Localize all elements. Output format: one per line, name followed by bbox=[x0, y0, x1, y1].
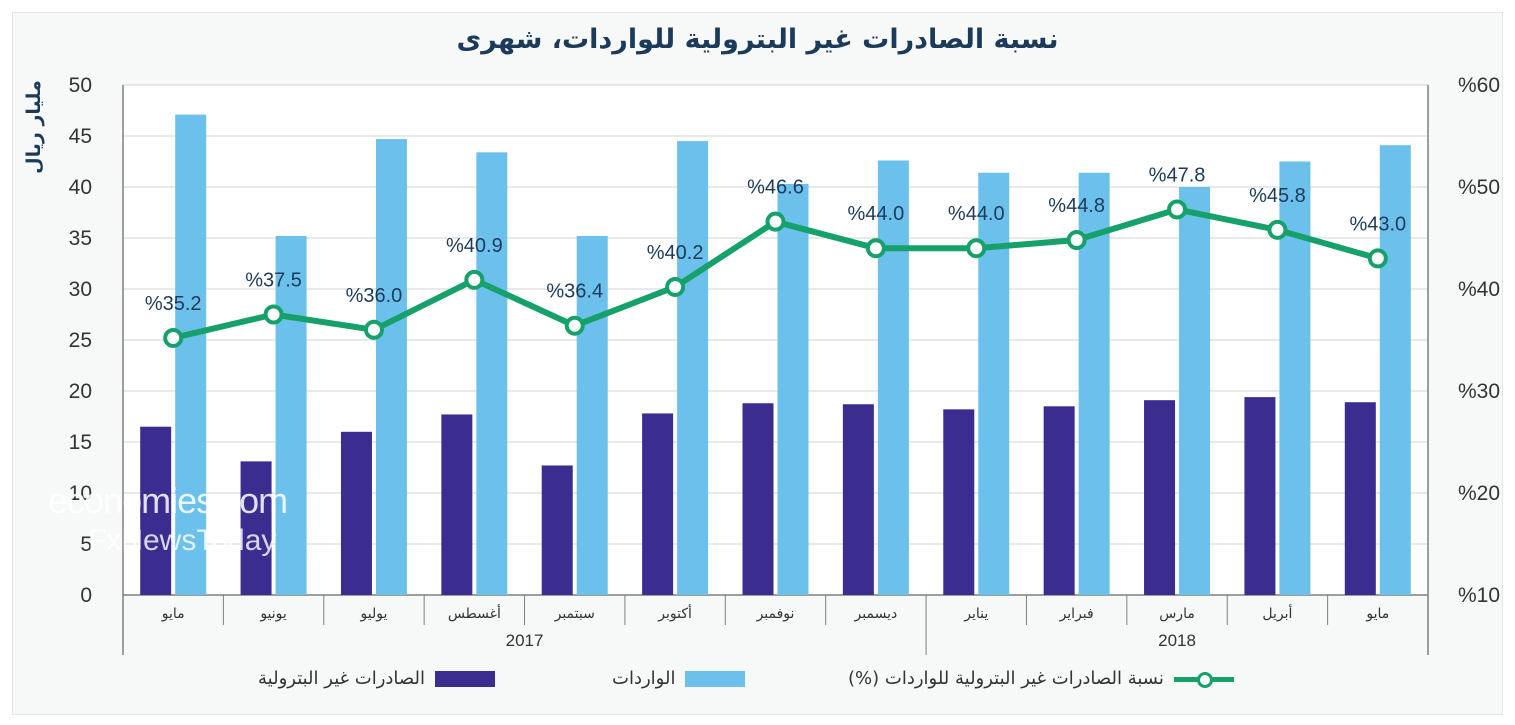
point-ratio bbox=[1066, 230, 1087, 251]
x-category-label: أغسطس bbox=[448, 604, 501, 622]
x-category-label: أكتوبر bbox=[657, 604, 692, 622]
point-ratio bbox=[564, 315, 585, 336]
legend-item-ratio: نسبة الصادرات غير البترولية للواردات (%) bbox=[848, 668, 1234, 689]
bar-imports bbox=[1179, 187, 1211, 595]
bar-non-oil-exports bbox=[140, 426, 172, 595]
bar-imports bbox=[777, 183, 809, 595]
legend-label-ratio: نسبة الصادرات غير البترولية للواردات (%) bbox=[848, 668, 1164, 689]
bar-non-oil-exports bbox=[1144, 400, 1176, 595]
legend-label-imports: الواردات bbox=[612, 668, 676, 689]
x-year-label: 2018 bbox=[1158, 631, 1196, 650]
x-category-label: فبراير bbox=[1059, 606, 1094, 622]
bar-imports bbox=[978, 172, 1010, 595]
y-right-tick: %20 bbox=[1458, 482, 1500, 505]
bar-non-oil-exports bbox=[842, 404, 874, 595]
data-label-ratio: %46.6 bbox=[747, 177, 804, 199]
data-label-ratio: %36.0 bbox=[346, 285, 403, 307]
bar-non-oil-exports bbox=[943, 409, 975, 595]
legend-swatch-imports bbox=[685, 670, 746, 687]
y-left-tick: 40 bbox=[69, 176, 92, 199]
legend: الصادرات غير البترولية الواردات نسبة الص… bbox=[0, 668, 1515, 704]
data-label-ratio: %44.0 bbox=[948, 203, 1005, 225]
bar-imports bbox=[576, 235, 608, 595]
point-ratio bbox=[263, 304, 284, 325]
point-ratio bbox=[765, 211, 786, 232]
legend-label-non-oil-exports: الصادرات غير البترولية bbox=[258, 668, 425, 689]
bar-imports bbox=[677, 141, 709, 595]
data-label-ratio: %37.5 bbox=[245, 270, 302, 292]
data-label-ratio: %35.2 bbox=[145, 293, 202, 315]
point-ratio bbox=[665, 276, 686, 297]
bar-non-oil-exports bbox=[1043, 406, 1075, 595]
bar-non-oil-exports bbox=[1344, 402, 1376, 595]
bar-imports bbox=[275, 235, 307, 595]
bar-non-oil-exports bbox=[541, 465, 573, 595]
bar-non-oil-exports bbox=[240, 461, 272, 595]
bar-imports bbox=[1379, 145, 1411, 595]
data-label-ratio: %43.0 bbox=[1349, 213, 1406, 235]
x-category-label: مايو bbox=[1365, 606, 1389, 622]
point-ratio bbox=[363, 319, 384, 340]
y-left-tick: 0 bbox=[80, 584, 92, 607]
y-right-tick: %10 bbox=[1458, 584, 1500, 607]
legend-swatch-ratio bbox=[1173, 671, 1234, 688]
y-left-tick: 10 bbox=[69, 482, 92, 505]
chart-title: نسبة الصادرات غير البترولية للواردات، شه… bbox=[456, 24, 1059, 55]
y-right-tick: %50 bbox=[1458, 176, 1500, 199]
data-label-ratio: %44.8 bbox=[1048, 195, 1105, 217]
x-category-label: مايو bbox=[161, 606, 185, 622]
legend-item-non-oil-exports: الصادرات غير البترولية bbox=[258, 668, 495, 689]
x-category-label: مارس bbox=[1159, 606, 1195, 622]
legend-item-imports: الواردات bbox=[612, 668, 746, 689]
point-ratio bbox=[1267, 219, 1288, 240]
point-ratio bbox=[865, 238, 886, 259]
y-left-tick: 25 bbox=[69, 329, 92, 352]
legend-swatch-non-oil-exports bbox=[435, 670, 495, 687]
y-right-tick: %60 bbox=[1458, 74, 1500, 97]
bar-non-oil-exports bbox=[1244, 397, 1276, 595]
bar-imports bbox=[375, 139, 407, 595]
point-ratio bbox=[1167, 199, 1188, 220]
x-category-label: ديسمبر bbox=[854, 606, 898, 622]
y-left-tick: 15 bbox=[69, 431, 92, 454]
y-left-tick: 30 bbox=[69, 278, 92, 301]
bar-non-oil-exports bbox=[441, 414, 473, 595]
data-label-ratio: %40.2 bbox=[647, 242, 704, 264]
bar-non-oil-exports bbox=[642, 413, 674, 595]
bar-imports bbox=[175, 114, 207, 595]
point-ratio bbox=[163, 327, 184, 348]
bar-non-oil-exports bbox=[742, 403, 774, 595]
x-category-label: يونيو bbox=[259, 606, 287, 622]
x-category-label: يوليو bbox=[360, 606, 388, 622]
y-left-tick: 50 bbox=[69, 74, 92, 97]
data-label-ratio: %47.8 bbox=[1149, 164, 1206, 186]
x-category-label: نوفمبر bbox=[756, 606, 795, 622]
x-year-label: 2017 bbox=[506, 631, 544, 650]
point-ratio bbox=[966, 238, 987, 259]
bar-imports bbox=[877, 160, 909, 596]
bar-non-oil-exports bbox=[340, 431, 372, 595]
data-label-ratio: %36.4 bbox=[546, 281, 603, 303]
y-right-tick: %30 bbox=[1458, 380, 1500, 403]
y-right-tick: %40 bbox=[1458, 278, 1500, 301]
point-ratio bbox=[464, 269, 485, 290]
y-left-tick: 45 bbox=[69, 125, 92, 148]
point-ratio bbox=[1367, 248, 1388, 269]
x-category-label: أبريل bbox=[1262, 604, 1292, 622]
y-left-tick: 5 bbox=[80, 533, 92, 556]
bar-imports bbox=[476, 152, 508, 595]
data-label-ratio: %44.0 bbox=[848, 203, 905, 225]
data-label-ratio: %40.9 bbox=[446, 235, 503, 257]
x-category-label: سبتمبر bbox=[554, 606, 595, 622]
y-left-tick: 20 bbox=[69, 380, 92, 403]
x-category-label: يناير bbox=[963, 606, 988, 622]
data-label-ratio: %45.8 bbox=[1249, 185, 1306, 207]
y-left-tick: 35 bbox=[69, 227, 92, 250]
